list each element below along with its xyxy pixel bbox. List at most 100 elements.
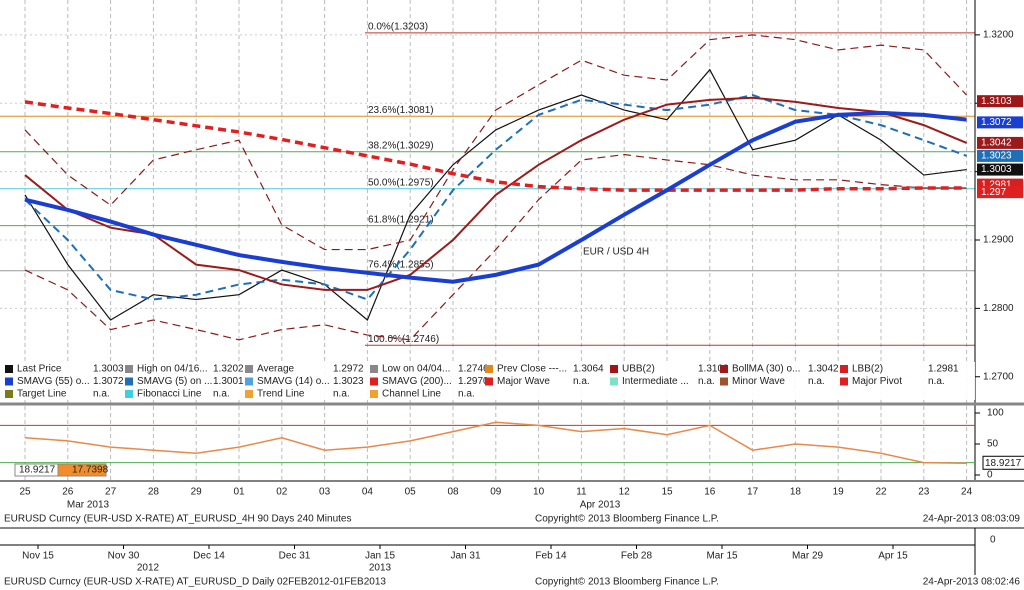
legend-value: 1.3003: [93, 364, 124, 375]
x-tick-label: 05: [405, 487, 417, 498]
legend-value: 1.3042: [808, 364, 839, 375]
x-tick-label: 09: [490, 487, 502, 498]
x-tick-label: Dec 31: [279, 551, 311, 562]
legend-swatch: [840, 377, 848, 386]
x-tick-label: 16: [704, 487, 716, 498]
legend-swatch: [5, 390, 13, 398]
legend-name: Low on 04/04...: [382, 364, 450, 375]
y-tick-label: 0: [990, 535, 996, 546]
x-tick-label: 10: [533, 487, 545, 498]
fib-label: 76.4%(1.2855): [368, 259, 434, 270]
value-tag: [982, 455, 1024, 470]
x-tick-label: Apr 15: [878, 551, 908, 562]
legend-name: SMAVG (14) o...: [257, 376, 330, 387]
x-tick-label: 03: [319, 487, 331, 498]
legend-name: Last Price: [17, 364, 62, 375]
fib-label: 38.2%(1.3029): [368, 140, 434, 151]
legend-swatch: [245, 390, 253, 398]
series-line: [24, 94, 967, 301]
x-tick-label: 12: [619, 487, 631, 498]
legend-swatch: [125, 390, 133, 398]
legend-swatch: [5, 365, 13, 373]
fib-label: 0.0%(1.3203): [368, 21, 428, 32]
price-tag: [977, 163, 1023, 176]
legend-name: SMAVG (5) on ...: [137, 376, 212, 387]
legend-name: Channel Line: [382, 389, 441, 400]
series-line: [24, 34, 968, 251]
legend-name: Intermediate ...: [622, 376, 689, 387]
value-box: [57, 463, 107, 477]
legend-value: n.a.: [808, 376, 825, 387]
y-tick-label: 1.2900: [983, 235, 1014, 246]
fib-label: 50.0%(1.2975): [368, 177, 434, 188]
legend-value: n.a.: [458, 389, 475, 400]
legend-name: Major Wave: [497, 376, 550, 387]
series-line: [24, 96, 967, 291]
price-tag-label: 1.3072: [981, 117, 1012, 128]
legend-name: SMAVG (55) o...: [17, 376, 90, 387]
legend-name: Trend Line: [257, 389, 305, 400]
legend-value: n.a.: [333, 389, 350, 400]
legend-name: BollMA (30) o...: [732, 364, 800, 375]
x-tick-label: Jan 31: [450, 551, 480, 562]
footer-text: EURUSD Curncy (EUR-USD X-RATE) AT_EURUSD…: [4, 577, 386, 588]
legend-swatch: [245, 365, 253, 373]
legend-swatch: [720, 365, 728, 373]
legend-swatch: [370, 377, 378, 386]
legend-swatch: [5, 377, 13, 386]
legend-swatch: [370, 390, 378, 398]
y-tick-label: 1.3200: [983, 30, 1014, 41]
legend-value: n.a.: [698, 376, 715, 387]
legend-value: 1.3103: [698, 364, 729, 375]
x-tick-label: 28: [148, 487, 160, 498]
legend-value: n.a.: [213, 389, 230, 400]
legend-value: n.a.: [573, 376, 590, 387]
x-tick-label: Jan 15: [365, 551, 395, 562]
price-tag: [977, 186, 1023, 199]
legend-value: 1.3072: [93, 376, 124, 387]
footer-text: EURUSD Curncy (EUR-USD X-RATE) AT_EURUSD…: [4, 514, 352, 525]
x-tick-label: 27: [105, 487, 117, 498]
price-tag-label: 1.3042: [981, 138, 1012, 149]
x-tick-label: 22: [875, 487, 887, 498]
legend-value: 1.3202: [213, 364, 244, 375]
x-tick-label: 23: [918, 487, 930, 498]
legend-value: 1.2972: [333, 364, 364, 375]
x-group-label: Mar 2013: [67, 500, 110, 511]
x-tick-label: 04: [362, 487, 374, 498]
legend-swatch: [245, 377, 253, 386]
legend-name: Prev Close ---...: [497, 364, 567, 375]
x-tick-label: 11: [576, 487, 587, 498]
x-tick-label: Nov 30: [108, 551, 140, 562]
price-tag: [977, 149, 1023, 162]
legend-value: 1.2746: [458, 364, 489, 375]
x-tick-label: Dec 14: [193, 551, 225, 562]
legend-name: LBB(2): [852, 364, 883, 375]
series-line: [24, 153, 967, 341]
legend-value: 1.3023: [333, 376, 364, 387]
legend-name: SMAVG (200)...: [382, 376, 452, 387]
x-tick-label: Feb 14: [535, 551, 567, 562]
legend-value: 1.3001: [213, 376, 244, 387]
fib-label: 61.8%(1.2921): [368, 214, 434, 225]
x-tick-label: 17: [747, 487, 759, 498]
price-tag: [977, 95, 1023, 108]
series-line: [24, 100, 967, 192]
price-tag-label: 1.3023: [981, 151, 1012, 162]
price-tag-label: 1.3103: [981, 96, 1012, 107]
price-tag: [977, 136, 1023, 149]
footer-text: 24-Apr-2013 08:02:46: [923, 577, 1021, 588]
x-tick-label: 08: [447, 487, 459, 498]
x-tick-label: 02: [276, 487, 288, 498]
x-tick-label: 01: [233, 487, 245, 498]
chart-title: EUR / USD 4H: [583, 247, 649, 258]
x-tick-label: Mar 29: [792, 551, 824, 562]
y-tick-label: 1.2800: [983, 303, 1014, 314]
x-group-label: Apr 2013: [580, 500, 621, 511]
legend-name: Average: [257, 364, 295, 375]
legend-name: Minor Wave: [732, 376, 785, 387]
y-tick-label: 50: [987, 439, 999, 450]
price-tag-label: 1.297: [981, 187, 1006, 198]
footer-text: 24-Apr-2013 08:03:09: [923, 514, 1021, 525]
